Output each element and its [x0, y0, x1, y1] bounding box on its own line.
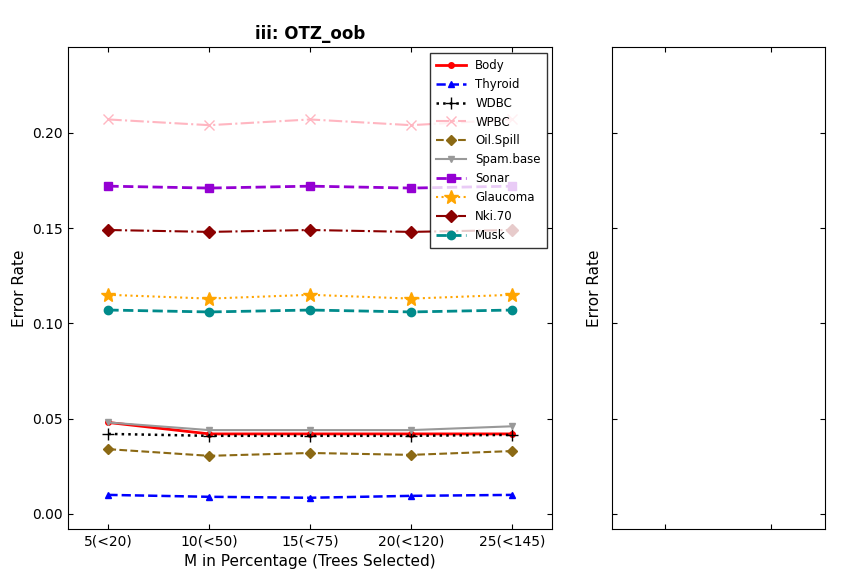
Line: Glaucoma: Glaucoma — [101, 288, 519, 306]
Y-axis label: Error Rate: Error Rate — [12, 249, 27, 327]
Thyroid — [104, 492, 114, 499]
Glaucoma — [305, 291, 315, 298]
Oil.Spill — [204, 452, 214, 459]
Title: iii: OTZ_oob: iii: OTZ_oob — [255, 25, 366, 43]
WDBC — [104, 430, 114, 437]
Line: Musk: Musk — [105, 306, 516, 316]
Body — [507, 430, 517, 437]
Oil.Spill — [406, 452, 416, 459]
Spam.base — [406, 426, 416, 433]
WPBC — [507, 116, 517, 123]
WDBC — [305, 432, 315, 439]
Nki.70 — [406, 228, 416, 235]
Nki.70 — [204, 228, 214, 235]
Body — [204, 430, 214, 437]
Line: Oil.Spill: Oil.Spill — [105, 446, 516, 459]
Spam.base — [305, 426, 315, 433]
Musk — [104, 306, 114, 313]
Oil.Spill — [507, 447, 517, 455]
Line: WDBC: WDBC — [103, 428, 518, 442]
Glaucoma — [406, 295, 416, 302]
Thyroid — [507, 492, 517, 499]
Nki.70 — [104, 226, 114, 233]
Oil.Spill — [305, 449, 315, 456]
Line: Thyroid: Thyroid — [105, 492, 516, 501]
Body — [406, 430, 416, 437]
Sonar — [104, 183, 114, 190]
WPBC — [305, 116, 315, 123]
Line: Nki.70: Nki.70 — [105, 226, 516, 236]
Y-axis label: Error Rate: Error Rate — [586, 249, 602, 327]
WPBC — [104, 116, 114, 123]
Line: WPBC: WPBC — [104, 115, 517, 130]
Musk — [204, 309, 214, 316]
WPBC — [204, 122, 214, 129]
Body — [104, 419, 114, 426]
Thyroid — [406, 492, 416, 499]
WDBC — [406, 432, 416, 439]
Sonar — [507, 183, 517, 190]
Sonar — [305, 183, 315, 190]
Nki.70 — [305, 226, 315, 233]
Glaucoma — [204, 295, 214, 302]
Glaucoma — [104, 291, 114, 298]
Thyroid — [204, 493, 214, 500]
Sonar — [406, 185, 416, 192]
Thyroid — [305, 495, 315, 502]
Musk — [507, 306, 517, 313]
Oil.Spill — [104, 446, 114, 453]
Line: Sonar: Sonar — [105, 182, 516, 192]
Line: Spam.base: Spam.base — [105, 419, 516, 433]
Nki.70 — [507, 226, 517, 233]
Line: Body: Body — [105, 420, 515, 437]
Glaucoma — [507, 291, 517, 298]
Body — [305, 430, 315, 437]
Spam.base — [204, 426, 214, 433]
Spam.base — [104, 419, 114, 426]
WDBC — [204, 432, 214, 439]
WDBC — [507, 432, 517, 439]
Spam.base — [507, 423, 517, 430]
X-axis label: M in Percentage (Trees Selected): M in Percentage (Trees Selected) — [184, 554, 436, 569]
Musk — [406, 309, 416, 316]
Musk — [305, 306, 315, 313]
Legend: Body, Thyroid, WDBC, WPBC, Oil.Spill, Spam.base, Sonar, Glaucoma, Nki.70, Musk: Body, Thyroid, WDBC, WPBC, Oil.Spill, Sp… — [430, 53, 547, 248]
WPBC — [406, 122, 416, 129]
Sonar — [204, 185, 214, 192]
